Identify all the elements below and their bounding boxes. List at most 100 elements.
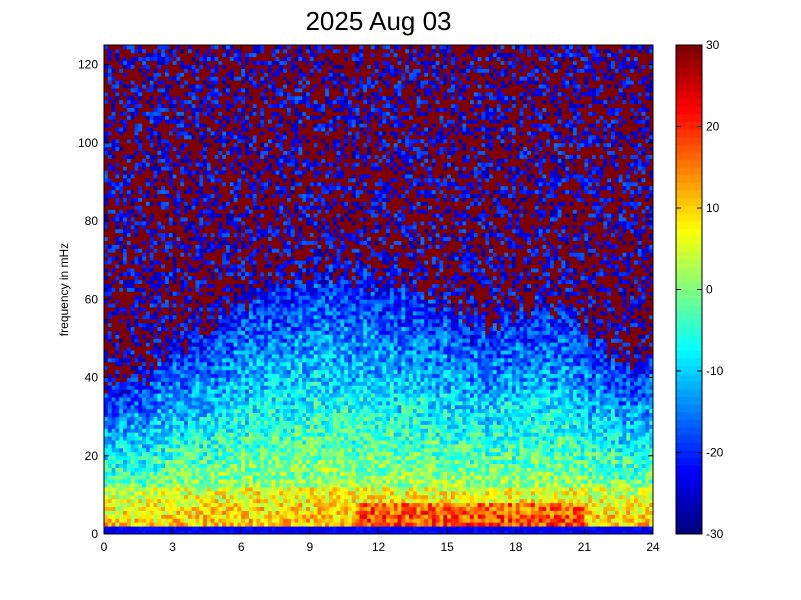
heatmap-cell [241,198,245,202]
heatmap-cell [199,507,203,511]
heatmap-cell [150,182,154,186]
heatmap-cell [165,272,169,276]
heatmap-cell [196,213,200,217]
heatmap-cell [108,362,112,366]
heatmap-cell [165,487,169,491]
heatmap-cell [215,252,219,256]
heatmap-cell [180,452,184,456]
heatmap-cell [245,334,249,338]
heatmap-cell [218,186,222,190]
heatmap-cell [207,456,211,460]
heatmap-cell [245,76,249,80]
heatmap-cell [135,104,139,108]
heatmap-cell [138,452,142,456]
heatmap-cell [211,284,215,288]
heatmap-cell [196,385,200,389]
heatmap-cell [119,264,123,268]
heatmap-cell [127,233,131,237]
heatmap-cell [112,346,116,350]
heatmap-cell [150,158,154,162]
heatmap-cell [188,88,192,92]
heatmap-cell [131,186,135,190]
heatmap-cell [154,424,158,428]
heatmap-cell [173,483,177,487]
heatmap-cell [131,346,135,350]
heatmap-cell [123,186,127,190]
heatmap-cell [173,221,177,225]
heatmap-cell [142,284,146,288]
heatmap-cell [154,65,158,69]
heatmap-cell [142,491,146,495]
heatmap-cell [108,178,112,182]
heatmap-cell [123,428,127,432]
heatmap-cell [165,448,169,452]
heatmap-cell [165,456,169,460]
heatmap-cell [112,217,116,221]
heatmap-cell [157,362,161,366]
heatmap-cell [150,76,154,80]
heatmap-cell [173,526,177,530]
heatmap-cell [203,100,207,104]
heatmap-cell [184,108,188,112]
heatmap-cell [146,76,150,80]
heatmap-cell [154,190,158,194]
heatmap-cell [188,389,192,393]
heatmap-cell [161,151,165,155]
heatmap-cell [119,456,123,460]
heatmap-cell [226,483,230,487]
heatmap-cell [115,264,119,268]
heatmap-cell [176,186,180,190]
heatmap-cell [123,209,127,213]
heatmap-cell [230,139,234,143]
heatmap-cell [188,299,192,303]
heatmap-cell [234,323,238,327]
heatmap-cell [230,346,234,350]
heatmap-cell [226,409,230,413]
heatmap-cell [138,170,142,174]
heatmap-cell [184,323,188,327]
heatmap-cell [226,514,230,518]
heatmap-cell [119,84,123,88]
heatmap-cell [222,295,226,299]
heatmap-cell [131,471,135,475]
heatmap-cell [199,108,203,112]
heatmap-cell [188,319,192,323]
heatmap-cell [154,440,158,444]
heatmap-cell [184,405,188,409]
heatmap-cell [180,80,184,84]
heatmap-cell [150,303,154,307]
heatmap-cell [131,460,135,464]
heatmap-cell [192,436,196,440]
heatmap-cell [230,401,234,405]
heatmap-cell [253,444,257,448]
heatmap-cell [169,217,173,221]
heatmap-cell [218,53,222,57]
heatmap-cell [245,237,249,241]
heatmap-cell [157,421,161,425]
heatmap-cell [226,358,230,362]
heatmap-cell [112,57,116,61]
heatmap-cell [245,182,249,186]
heatmap-cell [245,108,249,112]
heatmap-cell [173,260,177,264]
heatmap-cell [176,198,180,202]
heatmap-cell [146,272,150,276]
heatmap-cell [188,327,192,331]
heatmap-cell [234,393,238,397]
heatmap-cell [131,444,135,448]
heatmap-cell [173,225,177,229]
heatmap-cell [138,405,142,409]
heatmap-cell [184,327,188,331]
heatmap-cell [249,338,253,342]
heatmap-cell [157,143,161,147]
heatmap-cell [218,57,222,61]
heatmap-cell [135,503,139,507]
heatmap-cell [237,229,241,233]
heatmap-cell [218,76,222,80]
heatmap-cell [150,362,154,366]
heatmap-cell [199,174,203,178]
heatmap-cell [157,241,161,245]
heatmap-cell [215,76,219,80]
heatmap-cell [150,248,154,252]
heatmap-cell [135,448,139,452]
